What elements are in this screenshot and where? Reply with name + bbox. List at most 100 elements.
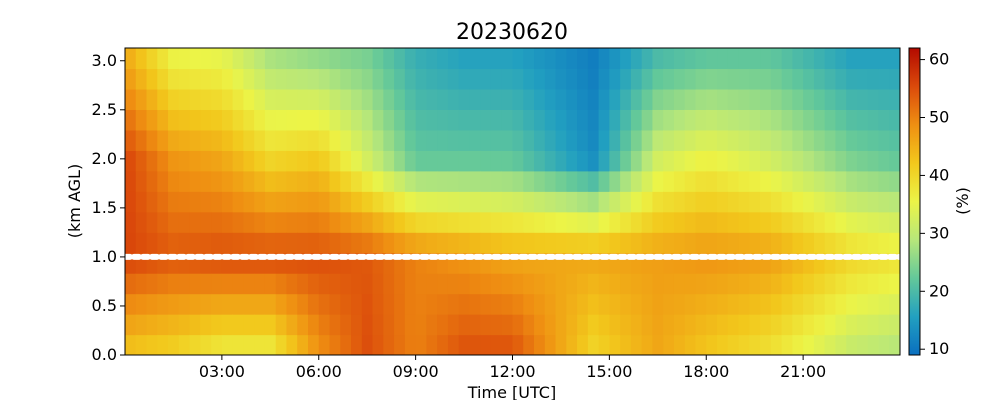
heatmap-cell [243,191,255,213]
heatmap-cell [501,211,514,233]
heatmap-cell [792,211,804,233]
heatmap-cell [146,211,158,233]
heatmap-cell [566,68,578,90]
heatmap-cell [394,68,406,90]
heatmap-cell [254,88,266,110]
heatmap-cell [555,129,567,151]
heatmap-cell [663,252,675,274]
heatmap-cell [318,129,331,151]
heatmap-cell [383,252,395,274]
heatmap-cell [781,252,793,274]
heatmap-cell [760,129,772,151]
heatmap-cell [157,191,169,213]
heatmap-cell [555,68,567,90]
heatmap-cell [275,170,288,192]
heatmap-cell [641,150,654,172]
heatmap-cell [447,293,460,315]
heatmap-cell [738,293,750,315]
heatmap-cell [684,68,697,90]
heatmap-cell [200,191,212,213]
heatmap-cell [394,334,406,355]
heatmap-cell [297,150,309,172]
heatmap-cell [146,88,158,110]
heatmap-cell [168,334,180,355]
heatmap-cell [415,109,427,131]
heatmap-cell [318,88,331,110]
heatmap-cell [447,211,460,233]
heatmap-cell [587,252,600,274]
heatmap-cell [846,170,858,192]
heatmap-cell [125,129,137,151]
heatmap-cell [286,150,298,172]
heatmap-cell [695,273,707,295]
heatmap-cell [587,232,600,254]
heatmap-cell [275,68,288,90]
heatmap-cell [415,293,427,315]
heatmap-cell [275,293,288,315]
heatmap-cell [738,88,750,110]
heatmap-cell [383,88,395,110]
heatmap-cell [534,232,546,254]
heatmap-cell [706,88,718,110]
heatmap-cell [135,129,148,151]
heatmap-cell [221,314,234,336]
heatmap-cell [846,48,858,70]
heatmap-cell [523,68,535,90]
heatmap-cell [318,252,331,274]
heatmap-cell [286,293,298,315]
heatmap-cell [426,170,438,192]
heatmap-cell [426,334,438,355]
heatmap-cell [566,129,578,151]
heatmap-cell [340,88,352,110]
heatmap-cell [351,232,363,254]
heatmap-cell [480,170,492,192]
heatmap-cell [695,48,707,70]
heatmap-cell [426,129,438,151]
heatmap-cell [760,273,772,295]
heatmap-cell [480,150,492,172]
heatmap-cell [555,334,567,355]
heatmap-cell [404,170,417,192]
heatmap-cell [286,334,298,355]
heatmap-cell [437,170,449,192]
heatmap-cell [480,88,492,110]
heatmap-cell [620,109,632,131]
heatmap-cell [437,232,449,254]
heatmap-cell [254,109,266,131]
heatmap-cell [415,252,427,274]
heatmap-cell [415,232,427,254]
heatmap-cell [544,191,557,213]
heatmap-cell [243,314,255,336]
heatmap-cell [727,314,740,336]
heatmap-cell [297,109,309,131]
heatmap-cell [641,88,654,110]
heatmap-cell [394,252,406,274]
heatmap-cell [738,191,750,213]
heatmap-cell [351,211,363,233]
heatmap-cell [620,211,632,233]
heatmap-cell [652,232,664,254]
heatmap-cell [178,314,191,336]
heatmap-cell [630,68,643,90]
heatmap-cell [490,48,503,70]
heatmap-cell [577,252,589,274]
heatmap-cell [738,232,750,254]
heatmap-cell [361,88,374,110]
heatmap-cell [125,232,137,254]
heatmap-cell [361,211,374,233]
heatmap-cell [480,129,492,151]
heatmap-cell [760,314,772,336]
heatmap-cell [792,48,804,70]
colorbar-tick-label: 30 [929,223,949,242]
heatmap-cell [404,68,417,90]
heatmap-cell [706,150,718,172]
heatmap-cell [404,252,417,274]
heatmap-cell [415,150,427,172]
heatmap-cell [469,88,481,110]
heatmap-cell [286,170,298,192]
heatmap-cell [232,48,245,70]
heatmap-cell [738,109,750,131]
heatmap-cell [544,293,557,315]
heatmap-cell [620,293,632,315]
heatmap-cell [846,314,858,336]
